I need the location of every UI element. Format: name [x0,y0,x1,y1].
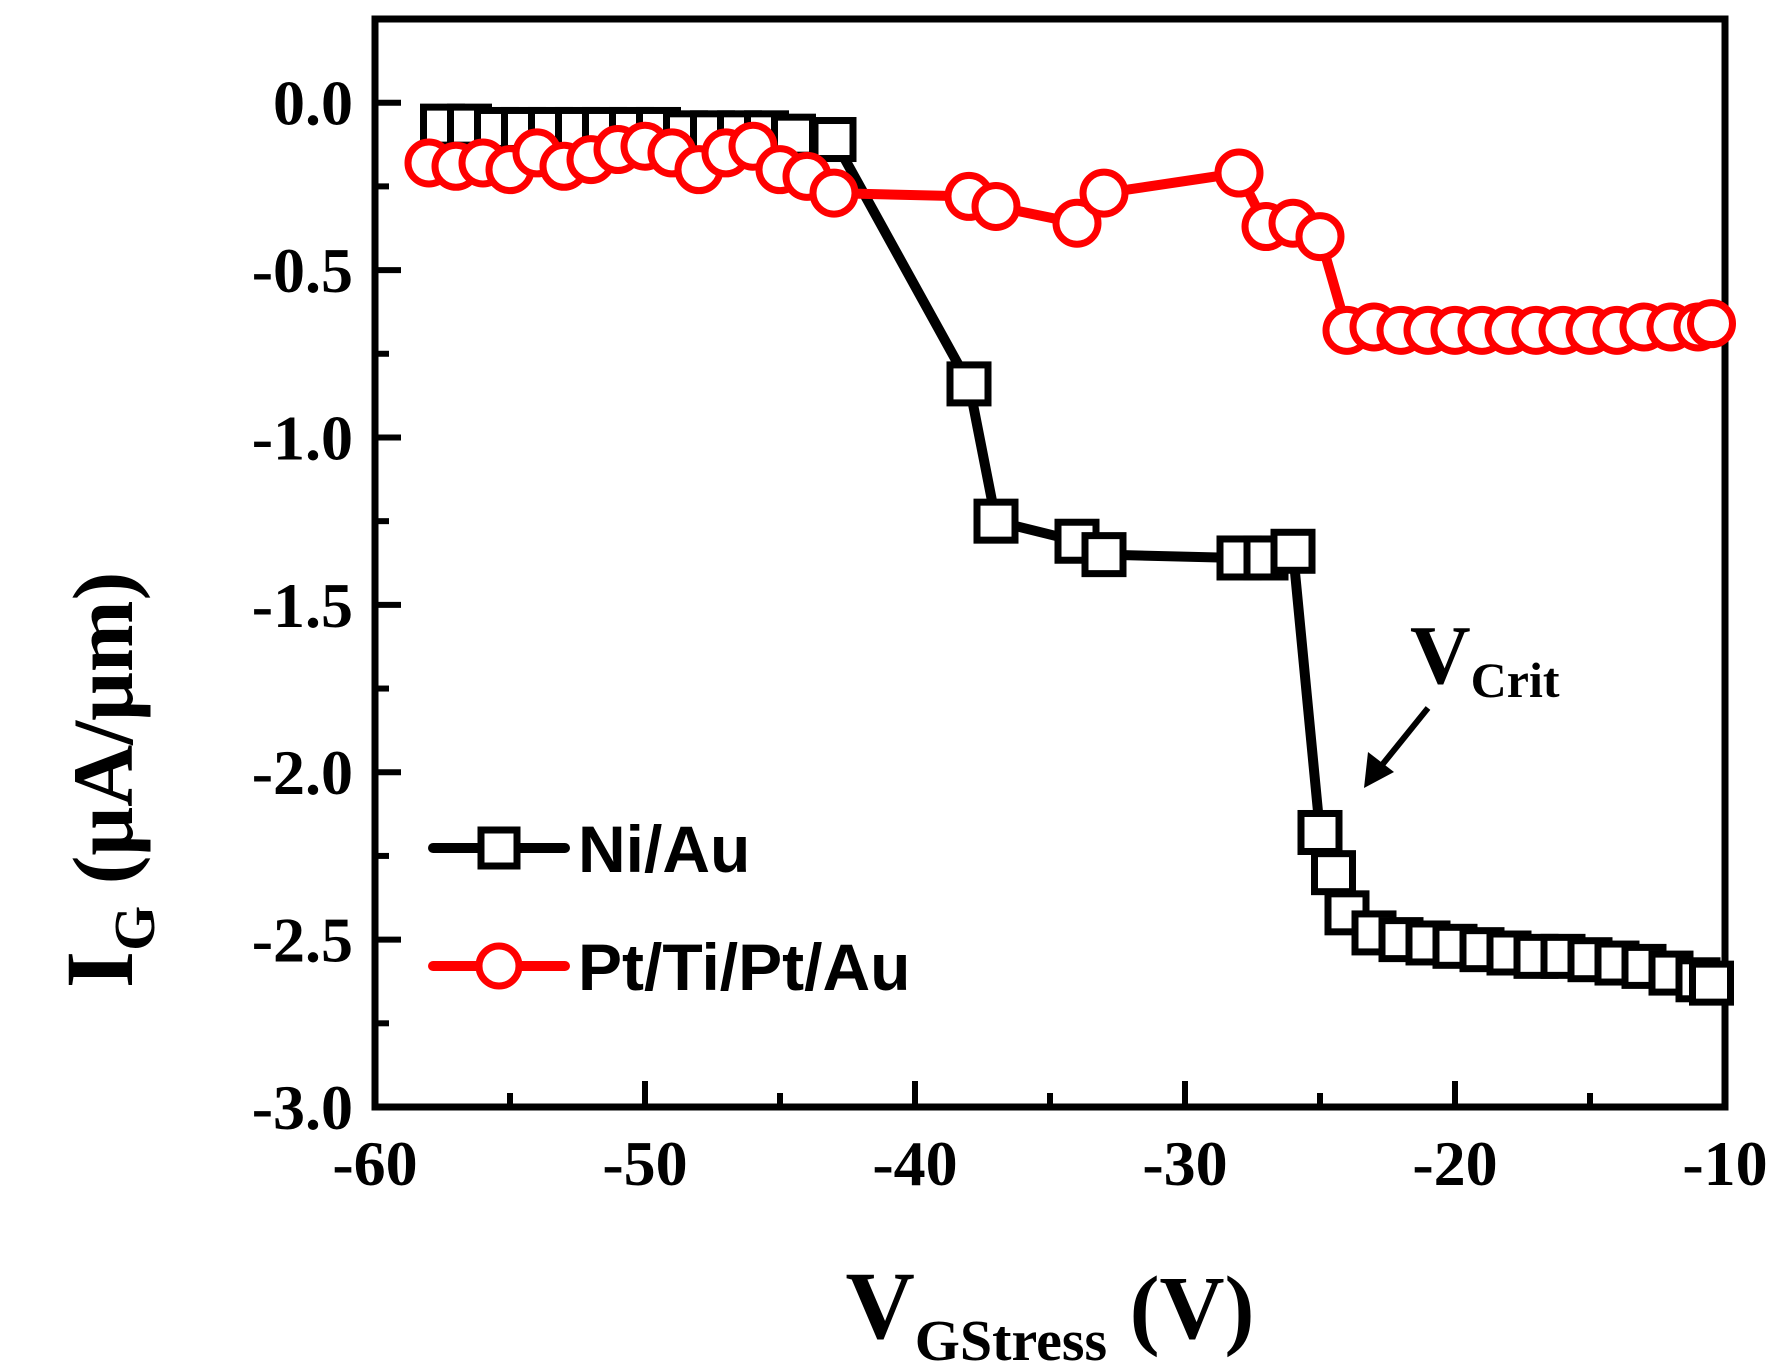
x-tick-label: -20 [1412,1128,1497,1199]
data-point-square [1689,960,1734,1006]
x-axis-title: VGStress (V) [845,1252,1254,1368]
vcrit-arrow-head [1364,752,1394,788]
data-point-square [946,361,992,407]
data-point-circle [1295,212,1345,262]
ticks [372,99,1728,1110]
x-tick-label: -60 [332,1128,417,1199]
data-point-square [1540,933,1586,979]
y-axis-title-sub: G [102,906,167,951]
data-point-circle [809,168,859,218]
data-point-square [1311,850,1356,896]
tick-labels: -60 -50 -40 -30 -20 -10 0.0 -0.5 -1.0 -1.5 -2.0 -2.… [252,68,1768,1199]
y-axis-title-unit: (μA/μm) [55,572,151,906]
data-point-square [973,498,1019,544]
data-point-circle [1052,198,1102,248]
y-tick-label: -2.5 [252,905,353,976]
x-axis-title-sub: GStress [915,1308,1107,1368]
data-point-square [811,117,857,163]
legend-marker-pt-ti-pt-au [475,942,523,990]
x-axis-title-unit: (V) [1107,1259,1254,1358]
data-point-circle [1079,168,1129,218]
x-axis-title-main: V [845,1252,914,1359]
data-point-circle [971,181,1021,231]
series-marks [404,103,1736,1006]
legend-entry-pt-ti-pt-au: Pt/Ti/Pt/Au [428,930,910,1004]
legend-marker-ni-au [477,826,521,870]
y-tick-label: 0.0 [273,68,353,139]
x-tick-label: -40 [872,1128,957,1199]
data-point-circle [1687,299,1736,349]
vcrit-label-sub: Crit [1471,652,1560,708]
vcrit-label-main: V [1410,609,1471,702]
x-tick-label: -10 [1682,1128,1767,1199]
y-tick-label: -2.0 [252,737,353,808]
vcrit-label: VCrit [1410,609,1560,708]
legend-label-pt-ti-pt-au: Pt/Ti/Pt/Au [578,930,910,1004]
y-tick-label: -1.0 [252,402,353,473]
data-point-square [1297,809,1343,855]
data-point-square [1081,532,1127,578]
legend-entry-ni-au: Ni/Au [428,812,750,886]
data-point-circle [1214,148,1264,198]
vcrit-arrow-shaft [1379,706,1431,767]
y-tick-label: -0.5 [252,235,353,306]
y-axis-title-main: I [46,951,153,988]
data-point-square [1270,528,1316,574]
y-tick-label: -3.0 [252,1072,353,1143]
y-tick-label: -1.5 [252,570,353,641]
vcrit-annotation: VCrit [1364,609,1560,788]
legend-label-ni-au: Ni/Au [578,812,750,886]
x-tick-label: -30 [1142,1128,1227,1199]
legend: Ni/Au Pt/Ti/Pt/Au [428,812,910,1004]
x-tick-label: -50 [602,1128,687,1199]
y-axis-title: IG (μA/μm) [46,572,167,988]
